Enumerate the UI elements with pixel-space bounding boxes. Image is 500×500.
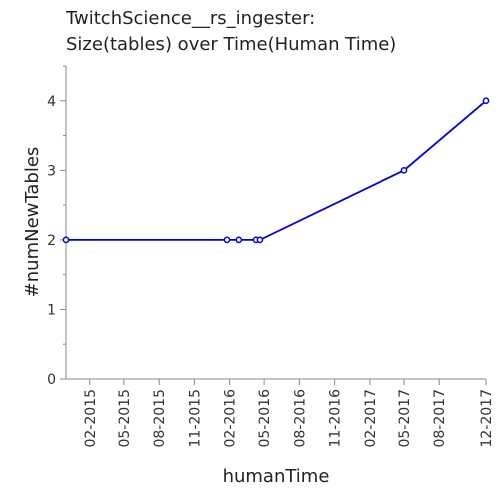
x-tick-label: 08-2017 bbox=[432, 389, 448, 448]
data-point bbox=[62, 236, 70, 244]
x-tick-label: 05-2015 bbox=[117, 389, 133, 448]
chart-title-line-1: TwitchScience__rs_ingester: bbox=[65, 8, 315, 29]
y-tick-label: 4 bbox=[47, 94, 56, 110]
data-point bbox=[400, 166, 408, 174]
y-tick-label: 2 bbox=[47, 233, 56, 249]
x-tick-label: 05-2016 bbox=[257, 389, 273, 448]
x-axis-label: humanTime bbox=[223, 466, 330, 487]
x-axis-ticks: 02-2015 05-2015 08-2015 11-2015 02-2016 05-20… bbox=[83, 379, 495, 448]
x-tick-label: 11-2015 bbox=[187, 389, 203, 448]
y-tick-label: 3 bbox=[47, 163, 56, 179]
y-tick-label: 0 bbox=[47, 372, 56, 388]
x-tick-label: 05-2017 bbox=[397, 389, 413, 448]
x-tick-label: 02-2017 bbox=[363, 389, 379, 448]
data-point bbox=[482, 97, 490, 105]
y-axis-label: #numNewTables bbox=[22, 147, 43, 298]
y-axis-ticks: 0 1 2 3 4 bbox=[47, 65, 66, 388]
x-tick-label: 08-2016 bbox=[292, 389, 308, 448]
series-group bbox=[62, 97, 490, 244]
data-point bbox=[223, 236, 231, 244]
series-line bbox=[66, 100, 487, 241]
data-point bbox=[256, 236, 264, 244]
x-tick-label: 02-2016 bbox=[223, 389, 239, 448]
data-point bbox=[235, 236, 243, 244]
y-tick-label: 1 bbox=[47, 302, 56, 318]
x-tick-label: 11-2016 bbox=[328, 389, 344, 448]
x-tick-label: 08-2015 bbox=[152, 389, 168, 448]
axes bbox=[65, 66, 486, 380]
x-tick-label: 02-2015 bbox=[83, 389, 99, 448]
chart-title-line-2: Size(tables) over Time(Human Time) bbox=[66, 34, 396, 55]
x-tick-label: 12-2017 bbox=[479, 389, 495, 448]
